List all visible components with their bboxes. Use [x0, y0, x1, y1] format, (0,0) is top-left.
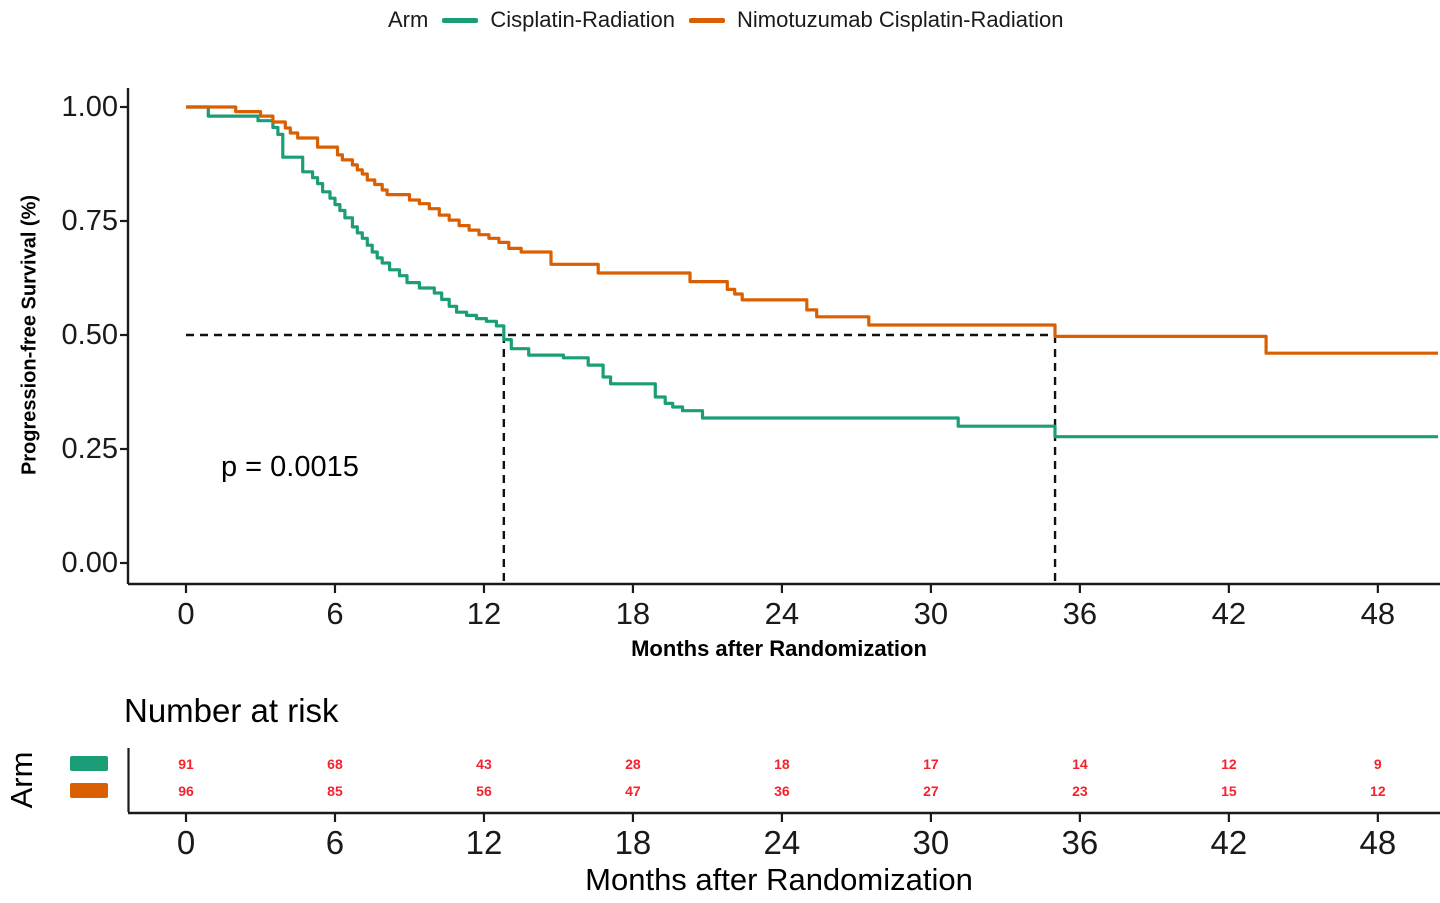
km-curve-cisplatin-radiation: [186, 105, 1439, 439]
p-value-label: p = 0.0015: [221, 451, 359, 483]
risk-count: 12: [1370, 783, 1386, 799]
risk-count: 68: [327, 756, 343, 772]
risk-x-tick-label: 18: [614, 824, 652, 861]
x-tick-label: 48: [1360, 596, 1396, 631]
risk-count: 85: [327, 783, 343, 799]
x-tick-label: 6: [326, 596, 344, 631]
x-tick-label: 36: [1062, 596, 1098, 631]
x-axis-title-risk-table: Months after Randomization: [585, 862, 973, 897]
risk-row-swatch-icon: [70, 783, 108, 798]
y-tick-label: 1.00: [61, 91, 118, 123]
legend-item-nimotuzumab: Nimotuzumab Cisplatin-Radiation: [688, 7, 1064, 33]
risk-row-swatch-icon: [70, 756, 108, 771]
risk-x-tick-label: 0: [176, 824, 196, 861]
x-tick-label: 24: [764, 596, 800, 631]
risk-count: 27: [923, 783, 939, 799]
legend: Arm Cisplatin-Radiation Nimotuzumab Cisp…: [388, 6, 1063, 34]
legend-item-cisplatin: Cisplatin-Radiation: [442, 7, 675, 33]
legend-title: Arm: [388, 7, 429, 32]
risk-count: 17: [923, 756, 939, 772]
risk-count: 18: [774, 756, 790, 772]
x-axis-title-plot: Months after Randomization: [631, 636, 927, 661]
risk-table-arm-label: Arm: [4, 751, 39, 809]
risk-count: 28: [625, 756, 641, 772]
risk-count: 96: [178, 783, 194, 799]
x-tick-label: 42: [1211, 596, 1247, 631]
x-tick-label: 18: [615, 596, 651, 631]
risk-count: 15: [1221, 783, 1237, 799]
legend-item-label: Nimotuzumab Cisplatin-Radiation: [736, 7, 1064, 32]
risk-count: 56: [476, 783, 492, 799]
km-curve-nimotuzumab-cisplatin-radiation: [186, 105, 1439, 355]
risk-count: 9: [1373, 756, 1382, 772]
risk-count: 12: [1221, 756, 1237, 772]
x-tick-label: 12: [466, 596, 502, 631]
risk-count: 14: [1072, 756, 1088, 772]
risk-count: 36: [774, 783, 790, 799]
nimotuzumab-line-swatch-icon: [688, 17, 725, 23]
y-tick-label: 0.25: [61, 433, 118, 465]
risk-count: 43: [476, 756, 492, 772]
risk-x-tick-label: 24: [763, 824, 801, 861]
y-tick-label: 0.75: [61, 205, 118, 237]
legend-item-label: Cisplatin-Radiation: [490, 7, 675, 32]
risk-x-tick-label: 36: [1061, 824, 1099, 861]
y-tick-label: 0.50: [61, 319, 118, 351]
x-tick-label: 30: [913, 596, 949, 631]
y-tick-label: 0.00: [61, 547, 118, 579]
risk-count: 23: [1072, 783, 1088, 799]
x-tick-label: 0: [177, 596, 195, 631]
risk-x-tick-label: 48: [1359, 824, 1397, 861]
risk-x-tick-label: 12: [465, 824, 503, 861]
risk-table-title: Number at risk: [124, 692, 339, 729]
risk-count: 91: [178, 756, 194, 772]
risk-x-tick-label: 6: [325, 824, 345, 861]
cisplatin-line-swatch-icon: [442, 17, 479, 23]
risk-x-tick-label: 42: [1210, 824, 1248, 861]
risk-count: 47: [625, 783, 641, 799]
risk-x-tick-label: 30: [912, 824, 950, 861]
